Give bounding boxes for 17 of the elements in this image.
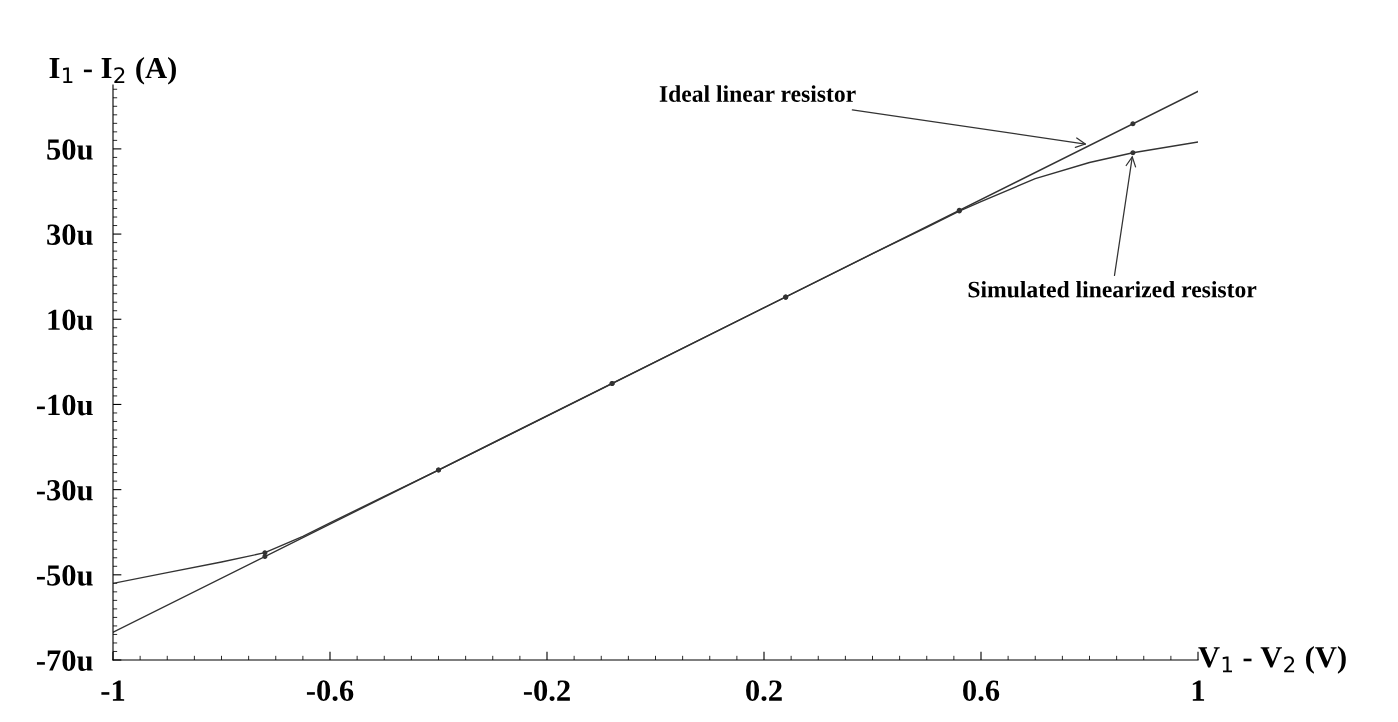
annotation: Simulated linearized resistor — [968, 280, 1257, 298]
x-tick-label: -1 — [101, 680, 125, 701]
x-tick-label: -0.6 — [306, 680, 354, 702]
y-tick-label: -10u — [36, 394, 93, 416]
y-tick-label: 10u — [48, 309, 93, 331]
y-tick-label: 50u — [47, 139, 93, 160]
x-tick-label: 1 — [1192, 680, 1205, 701]
y-tick-label: -50u — [36, 565, 93, 586]
x-tick-label: 0.6 — [963, 680, 1000, 702]
y-tick-label: 30u — [47, 224, 93, 246]
y-axis-title: I$_{1}$ - I$_{2}$ (A) — [49, 56, 176, 85]
annotation: Ideal linear resistor — [659, 85, 856, 102]
y-tick-label: -70u — [36, 650, 93, 671]
x-tick-label: -0.2 — [523, 680, 570, 702]
y-tick-label: -30u — [36, 479, 93, 501]
x-axis-title: V$_{1}$ - V$_{2}$ (V) — [1198, 645, 1346, 674]
x-tick-label: 0.2 — [746, 680, 782, 702]
